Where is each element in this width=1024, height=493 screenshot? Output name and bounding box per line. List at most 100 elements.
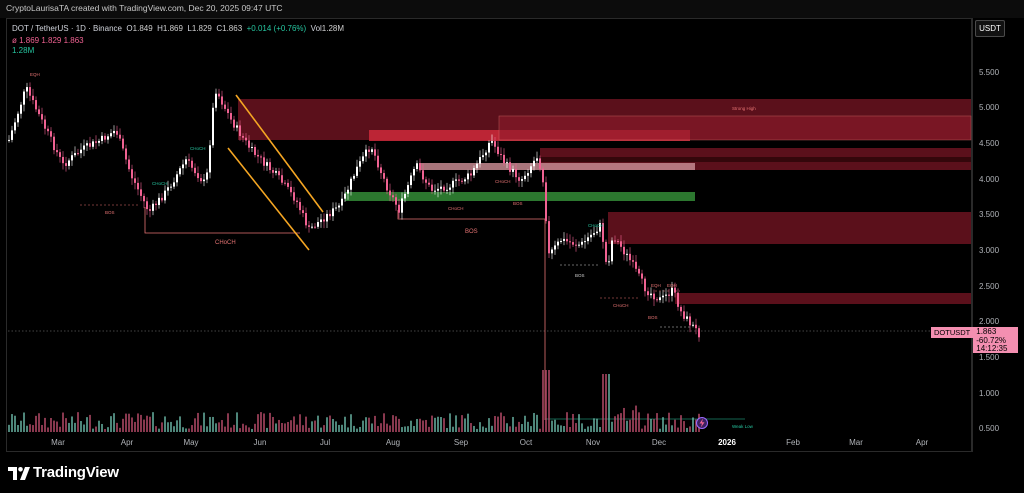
volume-bar: [500, 412, 502, 432]
volume-bar: [671, 425, 673, 432]
candle-body: [242, 136, 244, 138]
candle-body: [437, 188, 439, 191]
volume-bar: [137, 413, 139, 432]
price-tick: 1.000: [979, 389, 1000, 398]
volume-bar: [65, 418, 67, 432]
candle-body: [131, 169, 133, 179]
volume-bar: [236, 412, 238, 432]
footer: [0, 452, 1024, 493]
candle-body: [647, 291, 649, 296]
volume-legend[interactable]: 1.28M: [12, 46, 35, 55]
volume-bar: [356, 428, 358, 432]
candle-body: [494, 141, 496, 147]
candle-body: [215, 93, 217, 108]
candle-body: [272, 170, 274, 173]
choch-label-small-2: CHoCH: [190, 146, 206, 151]
candle-body: [557, 241, 559, 246]
volume-bar: [149, 416, 151, 432]
volume-bar: [578, 414, 580, 432]
candle-body: [497, 146, 499, 155]
volume-bar: [683, 421, 685, 432]
candle-body: [662, 295, 664, 298]
candle-body: [62, 156, 64, 164]
volume-bar: [164, 416, 166, 432]
currency-button[interactable]: USDT: [975, 20, 1005, 37]
price-axis[interactable]: [972, 18, 1024, 452]
volume-value: 1.28M: [321, 24, 345, 33]
candle-body: [686, 316, 688, 319]
volume-bar: [434, 417, 436, 432]
candle-body: [464, 179, 466, 182]
volume-bar: [242, 423, 244, 432]
candle-body: [80, 149, 82, 154]
candle-body: [575, 244, 577, 246]
candle-body: [182, 164, 184, 169]
volume-bar: [167, 422, 169, 432]
volume-bar: [497, 416, 499, 432]
volume-bar: [350, 414, 352, 432]
candle-body: [254, 147, 256, 155]
volume-bar: [362, 420, 364, 432]
volume-bar: [98, 420, 100, 432]
time-tick: Sep: [453, 438, 469, 447]
tradingview-logo[interactable]: TradingView: [8, 464, 119, 481]
chart-pane[interactable]: [6, 18, 972, 452]
volume-bar: [170, 421, 172, 432]
volume-bar: [665, 424, 667, 432]
candle-body: [566, 238, 568, 242]
volume-bar: [266, 427, 268, 432]
eqh-label-top: EQH: [30, 72, 40, 77]
candle-body: [83, 145, 85, 150]
volume-bar: [401, 427, 403, 432]
volume-bar: [239, 428, 241, 432]
volume-bar: [116, 422, 118, 432]
open-value: 1.849: [132, 24, 153, 33]
candle-body: [440, 186, 442, 189]
candle-body: [668, 294, 670, 296]
indicator-legend[interactable]: ø 1.869 1.829 1.863: [12, 36, 84, 45]
candle-body: [677, 292, 679, 307]
volume-bar: [152, 412, 154, 432]
candle-body: [338, 205, 340, 208]
volume-bar: [608, 374, 610, 432]
candles: [8, 82, 700, 342]
volume-bar: [374, 415, 376, 432]
candle-body: [539, 158, 541, 169]
volume-bar: [380, 423, 382, 432]
candle-body: [146, 201, 148, 210]
volume-bar: [107, 427, 109, 432]
volume-bar: [515, 426, 517, 432]
volume-bar: [44, 417, 46, 432]
ohlc-legend[interactable]: DOT / TetherUS · 1D · Binance O1.849 H1.…: [12, 24, 344, 33]
candle-body: [413, 169, 415, 176]
volume-bar: [299, 414, 301, 432]
replay-lightning-icon[interactable]: [696, 417, 708, 429]
candle-body: [680, 306, 682, 312]
candle-body: [227, 108, 229, 114]
candle-body: [509, 162, 511, 172]
candle-body: [194, 167, 196, 174]
tradingview-logo-icon: [8, 466, 30, 480]
volume-bar: [221, 420, 223, 432]
volume-bar: [389, 425, 391, 432]
candle-body: [665, 294, 667, 296]
candle-body: [92, 141, 94, 147]
volume-bar: [425, 419, 427, 432]
volume-bar: [638, 412, 640, 432]
volume-label: Vol: [310, 24, 322, 33]
volume-bar: [692, 417, 694, 432]
symbol-label[interactable]: DOT / TetherUS · 1D · Binance: [12, 24, 122, 33]
candle-body: [20, 104, 22, 114]
time-tick: Mar: [849, 438, 863, 447]
volume-bar: [611, 421, 613, 432]
volume-bar: [230, 427, 232, 432]
volume-bar: [245, 425, 247, 432]
candle-body: [428, 182, 430, 185]
candle-body: [506, 162, 508, 164]
candle-body: [554, 245, 556, 250]
candle-body: [683, 311, 685, 319]
candle-body: [563, 238, 565, 241]
candle-body: [68, 160, 70, 166]
volume-bar: [695, 419, 697, 432]
